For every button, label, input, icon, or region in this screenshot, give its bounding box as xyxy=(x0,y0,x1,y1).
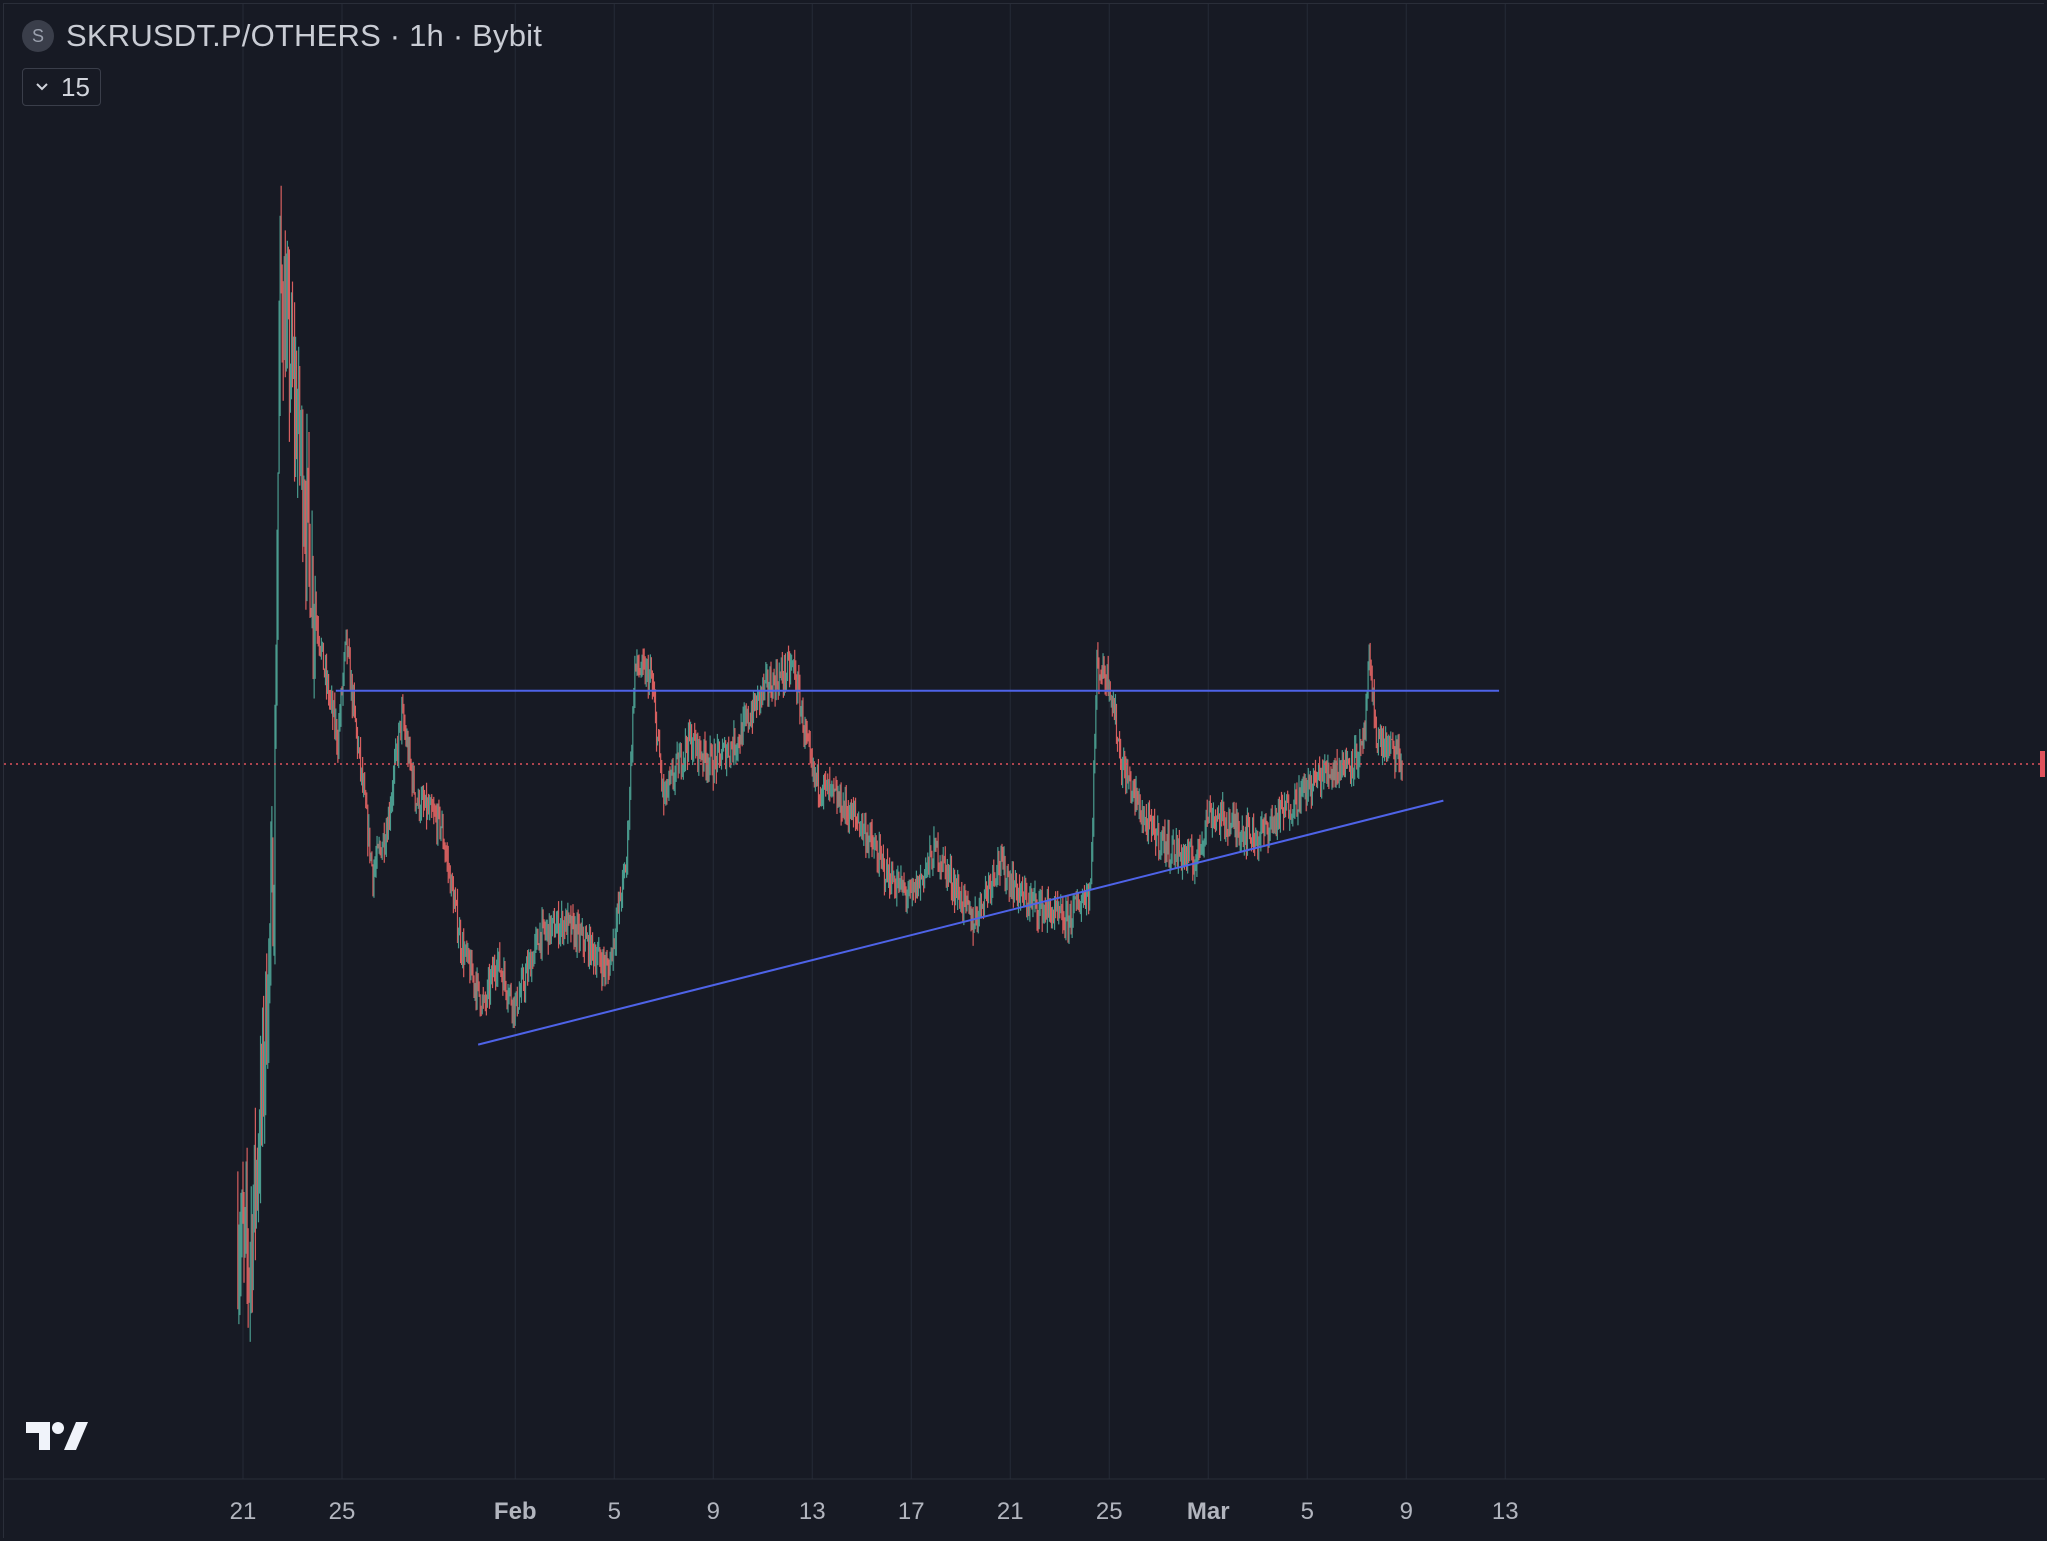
last-price-marker xyxy=(2040,751,2045,777)
time-axis-tick-label: 9 xyxy=(707,1498,720,1525)
time-axis-tick-label: 21 xyxy=(997,1498,1024,1525)
indicator-toggle-button[interactable]: 15 xyxy=(22,68,101,106)
price-chart[interactable]: 21 25 Feb 5 9 13 17 21 25 Mar 5 9 13 xyxy=(4,4,2045,1539)
symbol-legend: S SKRUSDT.P/OTHERS · 1h · Bybit xyxy=(22,18,542,54)
time-axis-tick-label: Mar xyxy=(1187,1498,1230,1525)
chevron-down-icon xyxy=(36,83,48,91)
chart-pane[interactable]: 21 25 Feb 5 9 13 17 21 25 Mar 5 9 13 xyxy=(3,3,2045,1539)
time-axis-tick-label: 17 xyxy=(898,1498,925,1525)
symbol-logo: S xyxy=(22,20,54,52)
tradingview-logo-icon[interactable] xyxy=(26,1420,88,1454)
indicator-value: 15 xyxy=(61,71,90,102)
time-axis-tick-label: 13 xyxy=(1492,1498,1519,1525)
chart-background xyxy=(4,4,2045,1539)
time-axis-tick-label: Feb xyxy=(494,1498,537,1525)
support-trendline xyxy=(477,799,1444,1046)
time-axis-tick-label: 5 xyxy=(1301,1498,1314,1525)
time-axis-tick-label: 13 xyxy=(799,1498,826,1525)
time-axis-tick-label: 5 xyxy=(608,1498,621,1525)
symbol-title[interactable]: SKRUSDT.P/OTHERS · 1h · Bybit xyxy=(66,18,543,53)
time-axis-tick-label: 21 xyxy=(230,1498,257,1525)
time-axis-tick-label: 25 xyxy=(329,1498,356,1525)
time-axis-tick-label: 25 xyxy=(1096,1498,1123,1525)
time-axis-tick-label: 9 xyxy=(1400,1498,1413,1525)
